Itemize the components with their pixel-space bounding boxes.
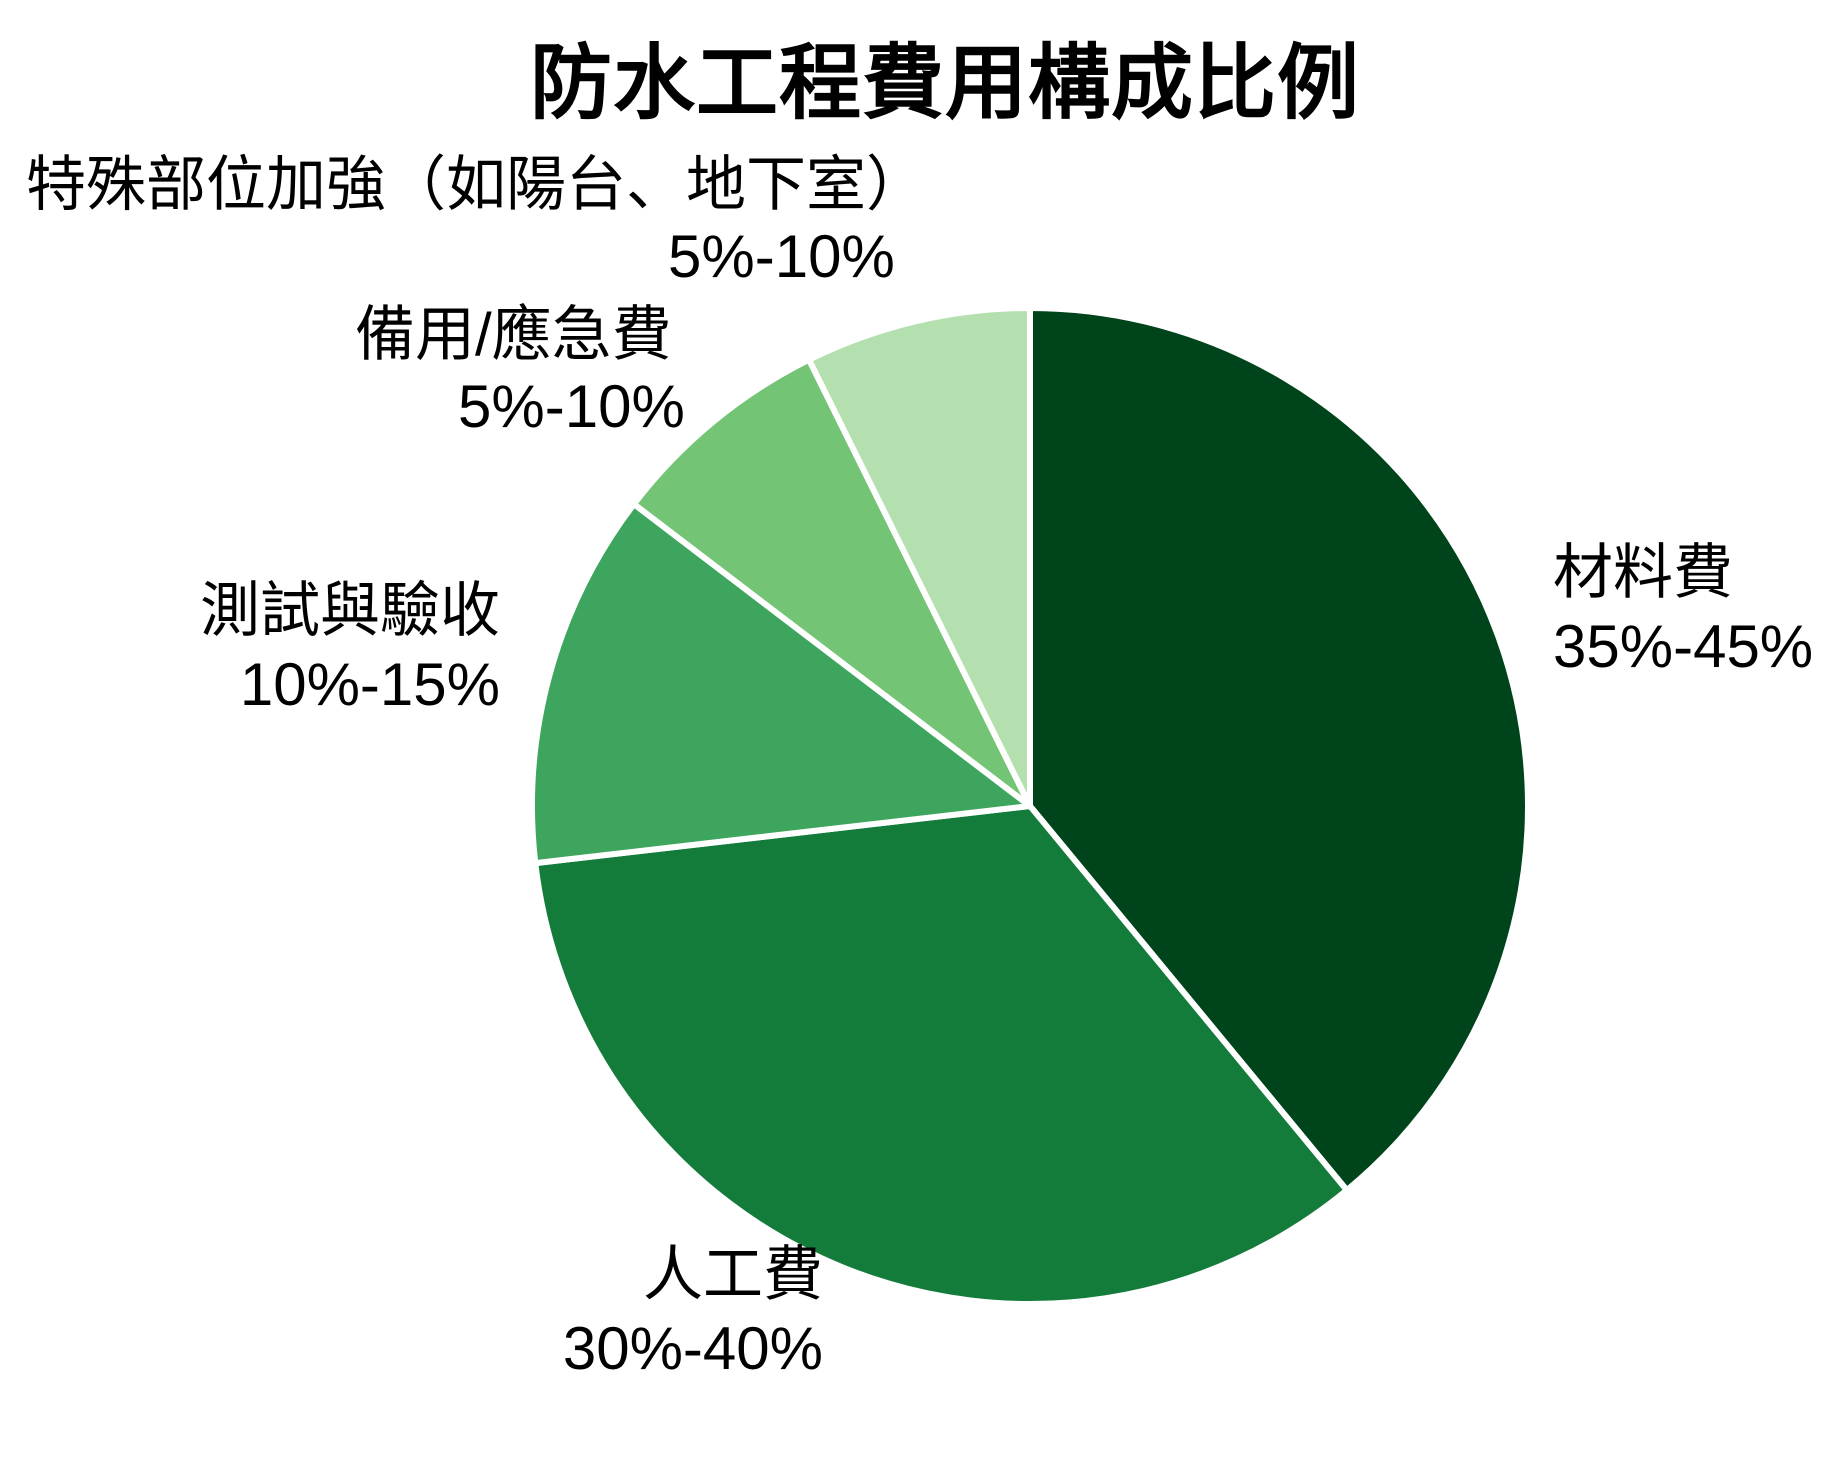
slice-range-labor: 30%-40% [562,1315,823,1382]
pie-slice-4 [806,305,1033,809]
slice-label-testing: 測試與驗收 [200,577,500,644]
slice-label-labor: 人工費 [643,1241,823,1308]
chart-title: 防水工程費用構成比例 [529,38,1360,129]
slice-label-special-areas: 特殊部位加強（如陽台、地下室） [26,151,926,218]
slice-range-testing: 10%-15% [239,651,500,718]
slice-range-materials: 35%-45% [1553,613,1814,680]
slice-range-special-areas: 5%-10% [668,223,895,290]
pie-slice-0 [1027,305,1531,1194]
pie-slice-3 [630,356,1033,809]
slice-label-contingency: 備用/應急費 [355,301,672,368]
pie-slice-1 [532,803,1350,1307]
pie-slice-2 [529,501,1033,867]
slice-range-contingency: 5%-10% [458,373,685,440]
slice-label-materials: 材料費 [1553,539,1733,606]
